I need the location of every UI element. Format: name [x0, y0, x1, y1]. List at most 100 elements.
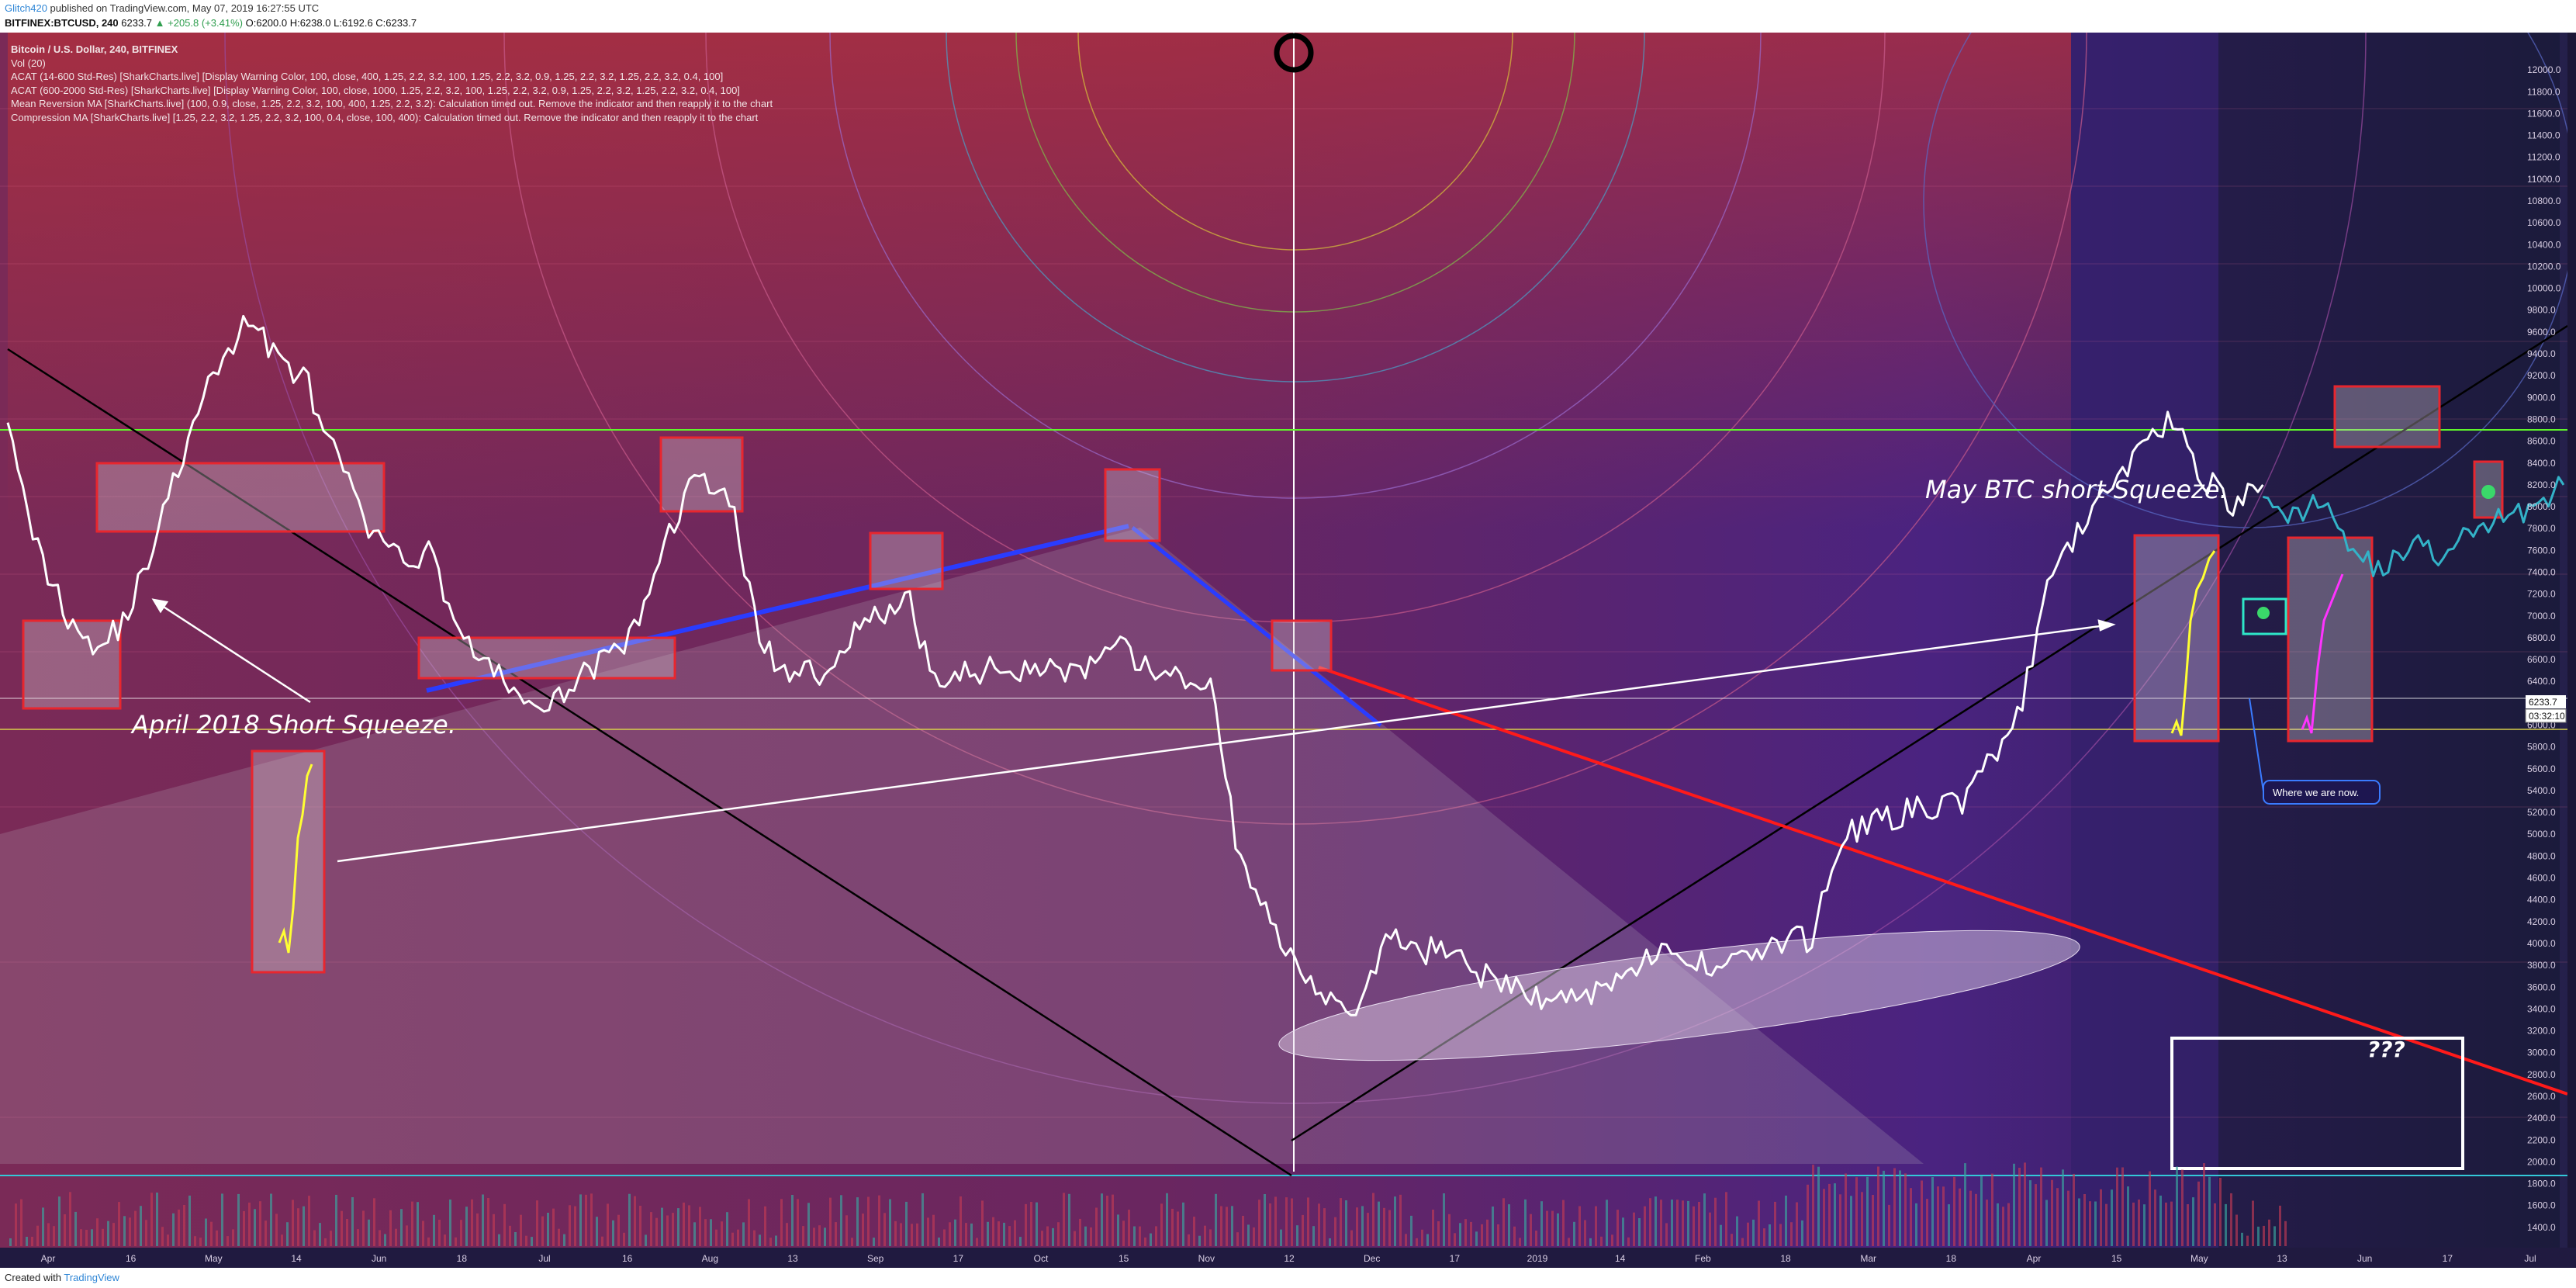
legend-ind2[interactable]: ACAT (600-2000 Std-Res) [SharkCharts.liv… — [11, 84, 740, 96]
volume-bar — [2154, 1189, 2156, 1246]
volume-bar — [167, 1234, 169, 1246]
y-tick-label: 6400.0 — [2527, 676, 2556, 687]
volume-bar — [319, 1223, 321, 1246]
volume-bar — [1497, 1224, 1499, 1246]
volume-bar — [753, 1230, 756, 1246]
volume-bar — [357, 1229, 359, 1246]
volume-bar — [1551, 1210, 1554, 1246]
volume-bar — [797, 1199, 799, 1246]
volume-bar — [824, 1227, 826, 1246]
volume-bar — [2062, 1169, 2064, 1246]
volume-bar — [1302, 1214, 1304, 1246]
y-tick-label: 5000.0 — [2527, 829, 2556, 840]
volume-bar — [1519, 1238, 1521, 1246]
volume-bar — [683, 1202, 685, 1246]
volume-bar — [623, 1232, 625, 1246]
volume-bar — [2241, 1232, 2243, 1246]
volume-bar — [634, 1196, 636, 1246]
volume-bar — [1019, 1237, 1022, 1246]
volume-bar — [873, 1238, 875, 1246]
volume-bar — [237, 1193, 240, 1246]
y-tick-label: 5800.0 — [2527, 742, 2556, 753]
volume-bar — [992, 1217, 994, 1246]
price-chart[interactable]: 12000.0 11800.0 11600.0 11400.0 11200.0 11000… — [0, 33, 2576, 1268]
volume-bar — [2165, 1202, 2167, 1246]
volume-bar — [118, 1202, 120, 1246]
volume-bar — [1470, 1221, 1472, 1246]
x-tick-label: 18 — [457, 1253, 468, 1264]
volume-bar — [1367, 1213, 1369, 1246]
volume-bar — [1133, 1226, 1136, 1246]
volume-bar — [1063, 1193, 1065, 1246]
legend-ind3[interactable]: Mean Reversion MA [SharkCharts.live] (10… — [11, 98, 773, 109]
y-tick-label: 4400.0 — [2527, 895, 2556, 905]
x-tick-label: 16 — [622, 1253, 633, 1264]
volume-bar — [1226, 1207, 1228, 1246]
volume-bar — [645, 1234, 647, 1246]
may-annotation: May BTC short Squeeze. — [1925, 475, 2228, 504]
y-tick-label: 9400.0 — [2527, 348, 2556, 359]
volume-bar — [1921, 1180, 1923, 1246]
volume-bar — [666, 1215, 669, 1246]
y-tick-label: 1400.0 — [2527, 1222, 2556, 1233]
x-tick-label: 14 — [1615, 1253, 1626, 1264]
handle-icon[interactable] — [1274, 33, 1314, 73]
volume-bar — [2051, 1179, 2053, 1246]
volume-bar — [2284, 1220, 2287, 1246]
y-tick-label: 7000.0 — [2527, 611, 2556, 621]
x-tick-label: 15 — [2111, 1253, 2122, 1264]
volume-bar — [1171, 1208, 1174, 1246]
countdown-tag — [2525, 708, 2567, 723]
gray-wedge — [0, 528, 1924, 1164]
x-tick-label: 14 — [291, 1253, 302, 1264]
volume-bar — [15, 1203, 17, 1246]
volume-bar — [1361, 1206, 1364, 1246]
symbol-name: BITFINEX:BTCUSD, 240 — [5, 17, 119, 29]
volume-bar — [938, 1238, 940, 1246]
volume-bar — [1280, 1229, 1282, 1246]
volume-bar — [1769, 1224, 1771, 1246]
y-tick-label: 2800.0 — [2527, 1069, 2556, 1080]
x-tick-label: 13 — [2277, 1253, 2287, 1264]
volume-bar — [1584, 1220, 1586, 1246]
volume-bar — [330, 1231, 332, 1246]
volume-bar — [31, 1237, 33, 1246]
author-link[interactable]: Glitch420 — [5, 2, 47, 14]
volume-bar — [2007, 1203, 2010, 1246]
volume-bar — [1606, 1200, 1608, 1246]
x-tick-label: 13 — [787, 1253, 798, 1264]
volume-bar — [1356, 1207, 1358, 1246]
volume-bar — [905, 1201, 908, 1246]
volume-bar — [265, 1220, 267, 1246]
volume-bar — [493, 1214, 495, 1246]
volume-bar — [2105, 1203, 2107, 1246]
volume-bar — [2263, 1225, 2265, 1246]
volume-bar — [1915, 1203, 1917, 1246]
y-tick-label: 7200.0 — [2527, 589, 2556, 600]
legend-vol: Vol (20) — [11, 57, 46, 69]
volume-bar — [1660, 1200, 1662, 1246]
volume-bar — [2208, 1176, 2211, 1246]
volume-bar — [2176, 1166, 2178, 1246]
volume-bar — [1378, 1201, 1380, 1246]
volume-bar — [1703, 1193, 1706, 1246]
legend-ind1[interactable]: ACAT (14-600 Std-Res) [SharkCharts.live]… — [11, 71, 724, 82]
volume-bar — [590, 1193, 593, 1246]
x-tick-label: 2019 — [1527, 1253, 1548, 1264]
volume-bar — [107, 1220, 109, 1246]
volume-bar — [2219, 1178, 2222, 1246]
volume-bar — [726, 1212, 728, 1246]
volume-bar — [818, 1225, 821, 1246]
volume-bar — [172, 1213, 175, 1246]
legend-ind4[interactable]: Compression MA [SharkCharts.live] [1.25,… — [11, 111, 759, 123]
y-tick-label: 8600.0 — [2527, 436, 2556, 447]
volume-bar — [2002, 1207, 2004, 1246]
volume-bar — [1258, 1200, 1260, 1246]
volume-bar — [617, 1214, 620, 1246]
tradingview-link[interactable]: TradingView — [64, 1272, 119, 1283]
y-tick-label: 5400.0 — [2527, 785, 2556, 796]
y-tick-label: 9800.0 — [2527, 305, 2556, 316]
volume-bar — [759, 1234, 761, 1246]
volume-bar — [1986, 1200, 1988, 1246]
volume-bar — [1388, 1210, 1391, 1246]
